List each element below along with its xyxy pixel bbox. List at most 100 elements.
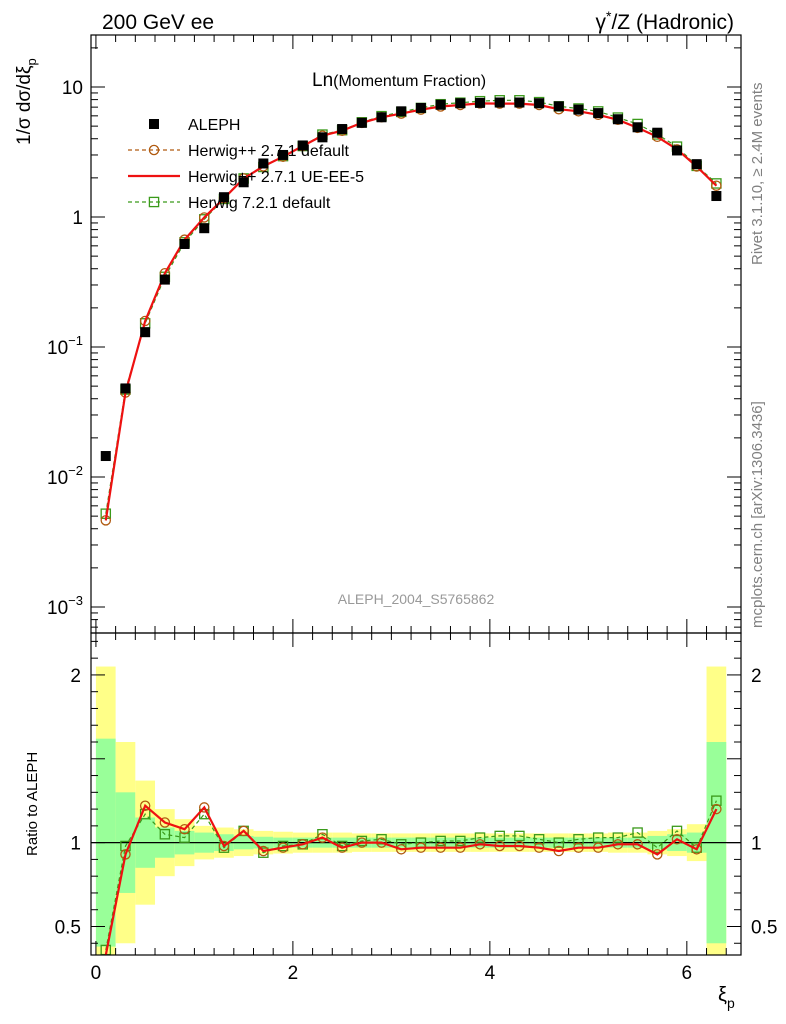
data-point-aleph — [238, 177, 249, 188]
series-point-ratio-herwig-7-2-1-default — [533, 834, 545, 845]
series-point-ratio-herwig-2-7-1-default — [159, 817, 171, 828]
data-point-aleph — [455, 98, 466, 109]
y-tick-label-base: 10 — [47, 338, 68, 359]
legend-marker-herwig-7-2-1-default — [148, 196, 160, 208]
y-axis-label-top: 1/σ dσ/dξp — [14, 58, 39, 145]
y-tick-label-exp: −3 — [68, 593, 83, 608]
series-line-top-herwig-2-7-1-default — [105, 102, 717, 521]
ratio-series-layer — [91, 666, 741, 956]
series-point-ratio-herwig-7-2-1-default — [514, 830, 525, 842]
top-axes: 10210110−110−210−3 — [47, 35, 741, 633]
x-tick-label: 6 — [682, 963, 693, 984]
data-point-aleph — [593, 108, 604, 119]
legend-label-herwig-2-7-1-ue-ee-5: Herwig++ 2.7.1 UE-EE-5 — [188, 169, 364, 186]
series-point-ratio-herwig-7-2-1-default — [139, 808, 151, 820]
y-tick-label-ratio: 1 — [70, 834, 81, 855]
legend-marker-aleph — [149, 119, 159, 129]
y-tick-label-base: 10 — [47, 468, 68, 489]
y-tick-label-top: 10−1 — [47, 333, 83, 359]
series-point-ratio-herwig-7-2-1-default — [671, 825, 683, 837]
data-point-aleph — [415, 102, 426, 113]
data-point-aleph — [258, 158, 269, 169]
legend-label-aleph: ALEPH — [188, 117, 240, 134]
legend-label-herwig-7-2-1-default: Herwig 7.2.1 default — [188, 195, 331, 212]
series-point-ratio-herwig-2-7-1-default — [691, 844, 702, 855]
header-left: 200 GeV ee — [102, 11, 214, 34]
data-point-aleph — [199, 223, 210, 234]
series-point-ratio-herwig-7-2-1-default — [652, 842, 663, 853]
x-tick-label: 0 — [91, 963, 102, 984]
plot-title: Ln(Momentum Fraction) — [312, 70, 486, 91]
x-axis-label: ξp — [718, 984, 735, 1011]
data-point-aleph — [652, 127, 663, 138]
data-point-aleph — [140, 327, 151, 338]
series-point-ratio-herwig-2-7-1-default — [139, 800, 151, 811]
y-axis-label-ratio: Ratio to ALEPH — [24, 752, 41, 856]
series-line-ratio-herwig-2-7-1-ue-ee-5 — [104, 803, 718, 956]
y-tick-label-base: 10 — [47, 598, 68, 619]
x-axis-label-sub: p — [727, 995, 735, 1011]
series-point-ratio-herwig-7-2-1-default — [494, 830, 505, 842]
series-point-ratio-herwig-2-7-1-default — [317, 832, 328, 843]
series-point-ratio-herwig-7-2-1-default — [592, 832, 604, 843]
header-right-star: * — [606, 8, 612, 24]
y-axis-label-top-main: 1/σ dσ/dξ — [14, 65, 35, 145]
top-panel: 10210110−110−210−3 Ln(Momentum Fraction)… — [14, 34, 742, 634]
ratio-axes: 0 2 4 6 2 2 1 1 0.5 0.5 — [55, 633, 777, 984]
data-point-aleph — [612, 114, 623, 125]
series-point-ratio-herwig-7-2-1-default — [455, 835, 466, 847]
data-point-aleph — [632, 122, 643, 133]
data-point-aleph — [534, 98, 545, 109]
y-tick-label-top: 10−2 — [47, 463, 83, 489]
data-point-aleph — [356, 117, 367, 128]
series-point-top-herwig-2-7-1-default — [711, 180, 722, 191]
ratio-panel: 0 2 4 6 2 2 1 1 0.5 0.5 Ratio to ALEPH ξp — [24, 632, 777, 1011]
y-tick-label-top: 10 — [62, 78, 83, 99]
plot-title-main: Ln — [312, 70, 333, 91]
data-point-aleph — [671, 145, 682, 156]
mcplots-label: mcplots.cern.ch [arXiv:1306.3436] — [749, 401, 766, 628]
y-tick-label-ratio: 0.5 — [55, 917, 81, 938]
series-point-ratio-herwig-7-2-1-default — [159, 829, 171, 840]
y-tick-label-ratio-right: 2 — [751, 666, 762, 687]
series-point-ratio-herwig-2-7-1-default — [179, 823, 190, 835]
data-point-aleph — [337, 124, 348, 135]
series-point-ratio-herwig-7-2-1-default — [553, 837, 565, 848]
data-point-aleph — [159, 274, 170, 285]
legend: ALEPH Herwig++ 2.7.1 default Herwig++ 2.7.… — [128, 117, 364, 212]
rivet-label: Rivet 3.1.10, ≥ 2.4M events — [749, 83, 766, 266]
ratio-panel-frame — [90, 632, 742, 956]
data-point-aleph — [179, 238, 190, 249]
series-point-top-herwig-2-7-1-default — [139, 315, 151, 327]
top-series-layer — [100, 95, 722, 526]
series-line-top-herwig-2-7-1-ue-ee-5 — [104, 102, 718, 521]
y-tick-label-ratio-right: 1 — [751, 834, 762, 855]
series-point-ratio-herwig-2-7-1-default — [199, 802, 210, 813]
series-point-ratio-herwig-2-7-1-default — [652, 849, 663, 860]
plot-title-sub: (Momentum Fraction) — [333, 73, 486, 90]
series-point-top-herwig-2-7-1-default — [199, 212, 210, 223]
y-tick-label-top: 10−3 — [47, 593, 83, 619]
series-point-ratio-herwig-2-7-1-default — [336, 842, 348, 853]
series-point-ratio-herwig-2-7-1-default — [238, 825, 249, 837]
data-point-aleph — [218, 192, 229, 203]
series-point-ratio-herwig-7-2-1-default — [376, 834, 387, 845]
series-line-ratio-herwig-7-2-1-default — [105, 800, 717, 951]
y-axis-label-top-sub: p — [24, 58, 39, 65]
data-point-aleph — [514, 97, 525, 108]
data-point-aleph — [435, 99, 446, 110]
series-line-top-herwig-7-2-1-default — [105, 99, 717, 514]
data-point-aleph — [553, 101, 564, 112]
data-point-aleph — [691, 159, 702, 170]
y-tick-label-ratio-right: 0.5 — [751, 917, 777, 938]
data-point-aleph — [278, 149, 289, 160]
y-tick-label-ratio: 2 — [70, 666, 81, 687]
series-point-ratio-herwig-7-2-1-default — [573, 834, 584, 845]
series-point-ratio-herwig-7-2-1-default — [612, 832, 624, 843]
y-tick-label-base: 10 — [62, 78, 83, 99]
data-point-aleph — [317, 132, 328, 143]
legend-label-herwig-2-7-1-default: Herwig++ 2.7.1 default — [188, 143, 350, 160]
data-point-aleph — [120, 383, 131, 394]
x-tick-label: 4 — [485, 963, 496, 984]
